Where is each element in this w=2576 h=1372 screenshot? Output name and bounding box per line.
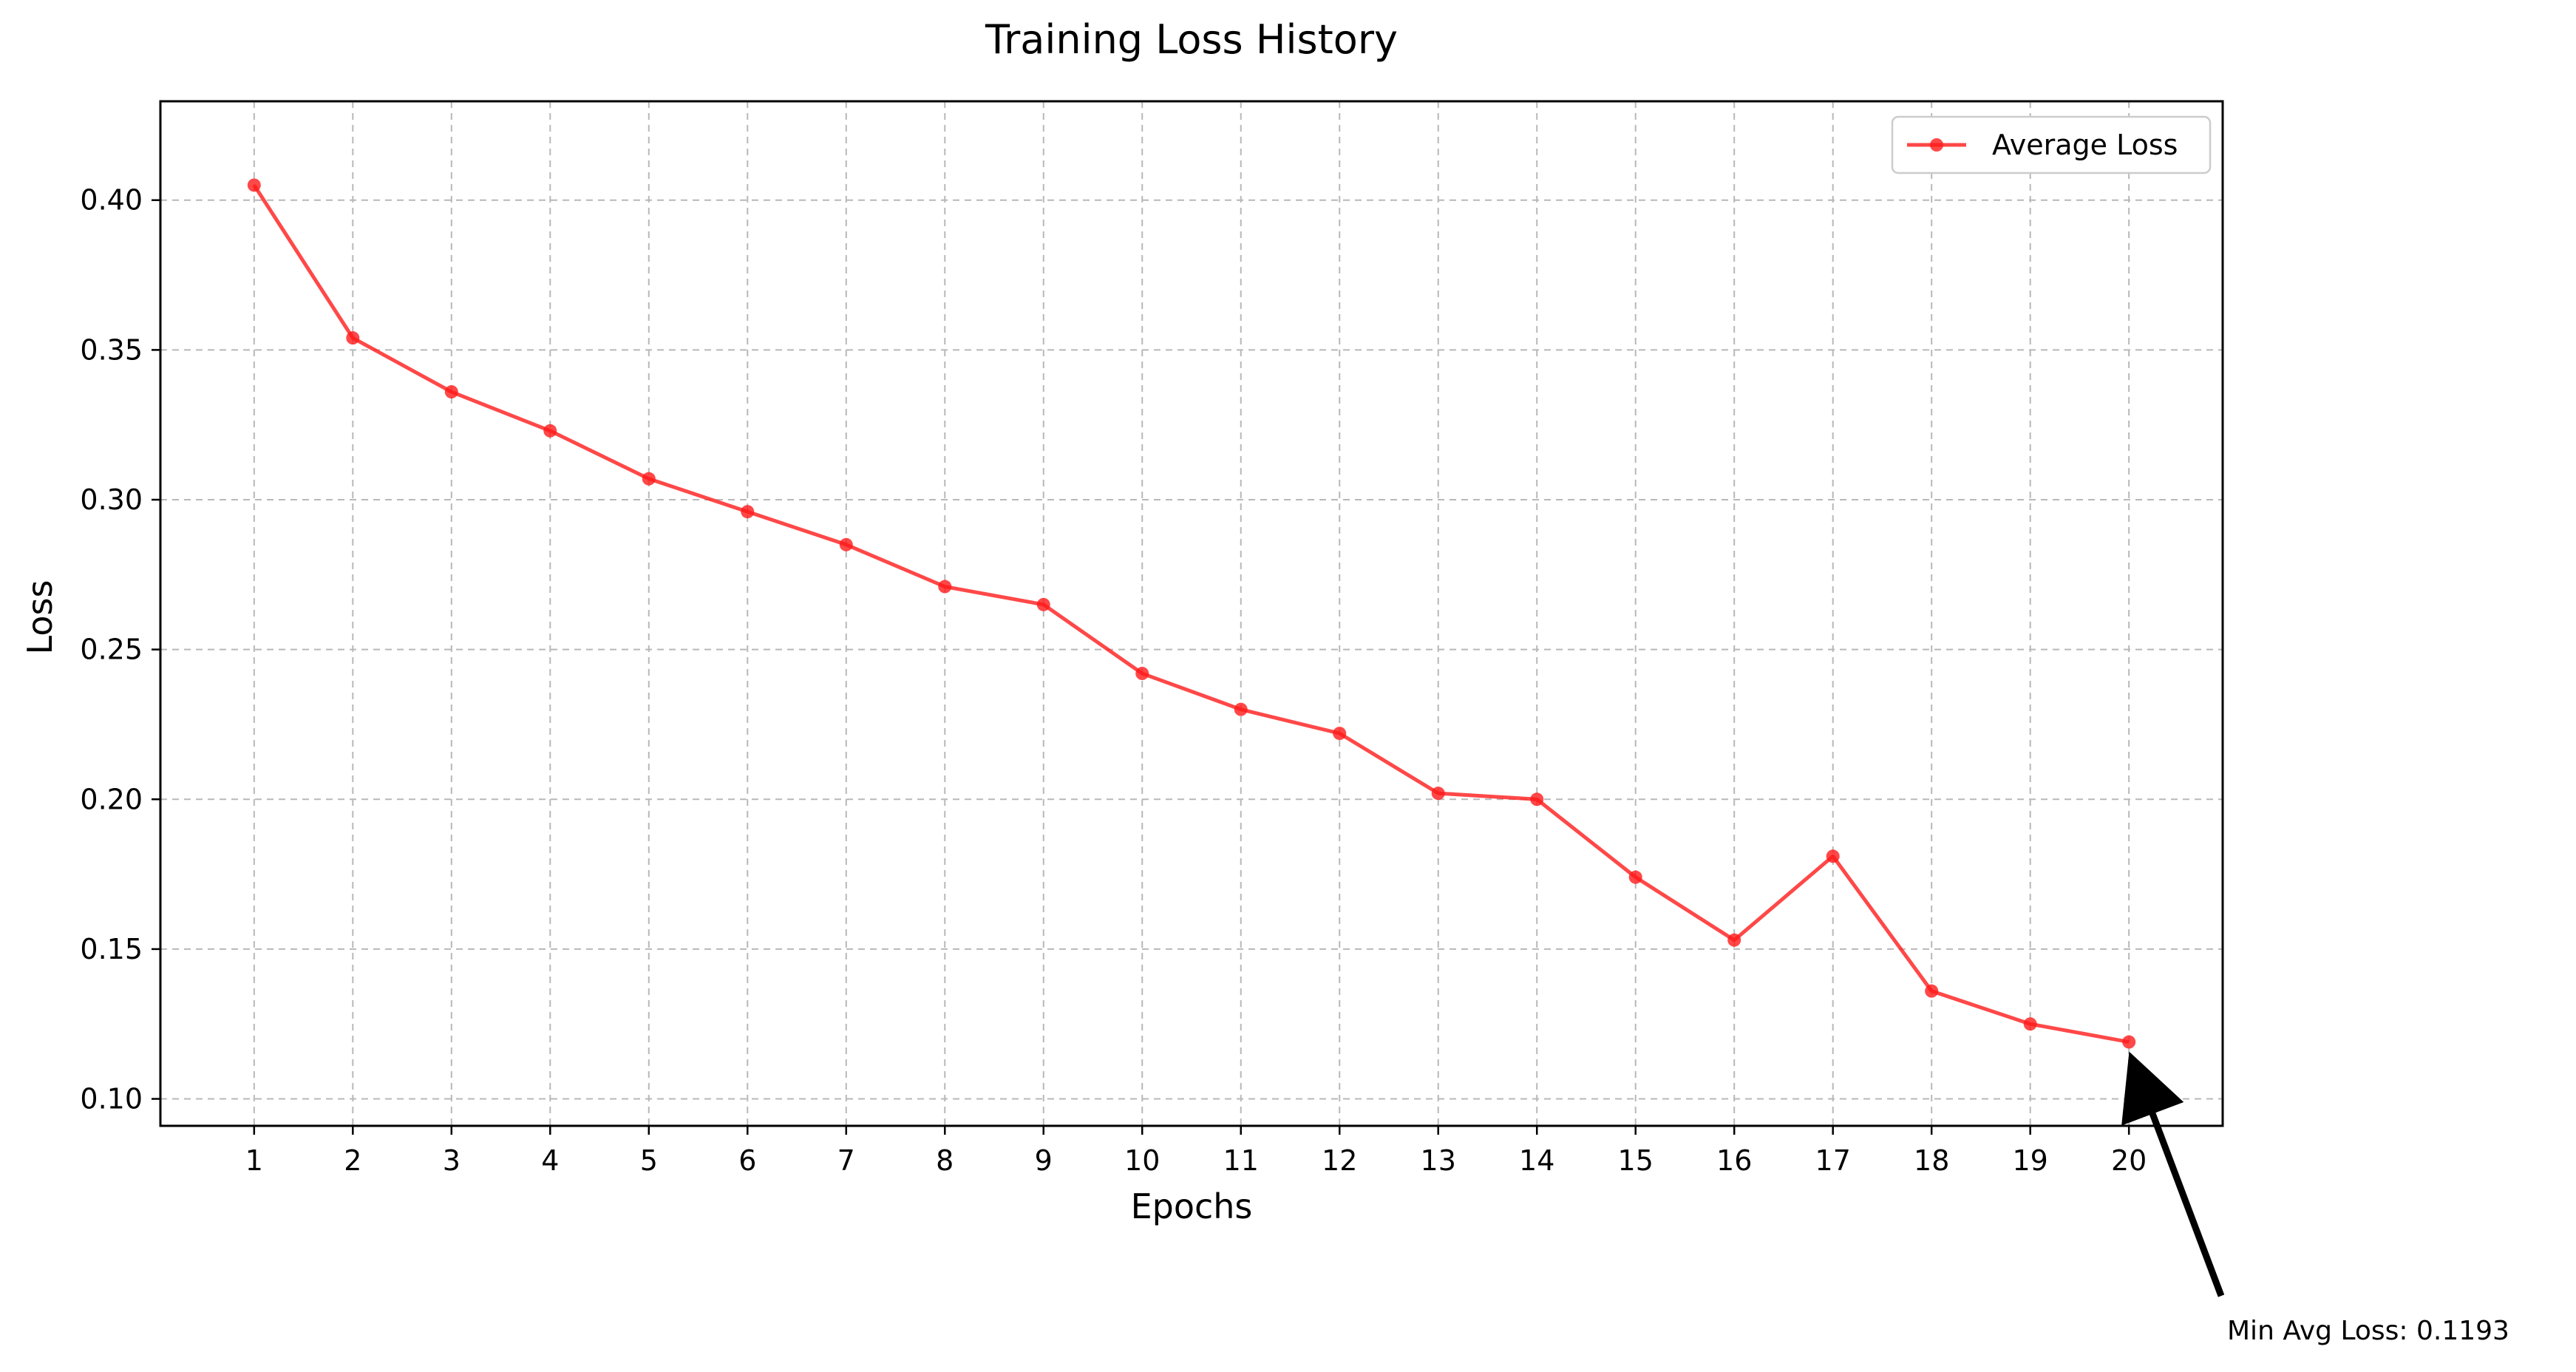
legend-label: Average Loss <box>1992 129 2178 161</box>
x-tick-label: 6 <box>738 1144 756 1177</box>
x-axis-title: Epochs <box>1131 1186 1253 1226</box>
data-point <box>1234 702 1248 716</box>
data-point <box>1925 984 1939 998</box>
x-tick-label: 12 <box>1322 1144 1357 1177</box>
y-tick-label: 0.35 <box>80 333 143 366</box>
x-tick-label: 5 <box>640 1144 658 1177</box>
annotation-text: Min Avg Loss: 0.1193 <box>2227 1316 2509 1346</box>
y-tick-label: 0.30 <box>80 483 143 516</box>
series-layer <box>247 178 2136 1049</box>
data-point <box>444 385 458 399</box>
x-tick-label: 4 <box>541 1144 559 1177</box>
x-tick-label: 3 <box>443 1144 461 1177</box>
x-tick-label: 20 <box>2111 1144 2147 1177</box>
x-tick-label: 10 <box>1124 1144 1160 1177</box>
x-tick-label: 16 <box>1716 1144 1752 1177</box>
data-point <box>1628 870 1642 884</box>
data-point <box>1530 792 1544 806</box>
y-tick-label: 0.10 <box>80 1083 143 1115</box>
data-point <box>1727 933 1741 947</box>
y-axis-title: Loss <box>20 580 60 655</box>
data-point <box>839 537 853 551</box>
data-point <box>1135 667 1149 681</box>
x-tick-label: 13 <box>1421 1144 1456 1177</box>
y-tick-label: 0.40 <box>80 184 143 217</box>
x-tick-label: 17 <box>1815 1144 1851 1177</box>
plot-area-frame <box>159 100 2224 1127</box>
annotation: Min Avg Loss: 0.1193 <box>2121 1051 2509 1346</box>
data-point <box>2122 1035 2136 1049</box>
x-tick-label: 9 <box>1035 1144 1053 1177</box>
annotation-arrow <box>2121 1051 2225 1297</box>
data-point <box>1826 849 1840 863</box>
data-point <box>1036 597 1050 611</box>
data-point <box>543 424 557 438</box>
x-tick-label: 18 <box>1914 1144 1949 1177</box>
legend-box <box>1891 115 2212 174</box>
x-tick-label: 14 <box>1519 1144 1554 1177</box>
data-point <box>247 178 261 192</box>
series-line <box>252 184 2130 1044</box>
grid <box>160 101 2223 1126</box>
data-point <box>642 472 656 486</box>
x-tick-label: 2 <box>344 1144 361 1177</box>
x-tick-label: 7 <box>837 1144 855 1177</box>
y-tick-label: 0.20 <box>80 783 143 815</box>
x-tick-label: 19 <box>2013 1144 2048 1177</box>
data-point <box>938 580 952 594</box>
axis-ticks: 1 2 3 4 5 6 7 8 9 10 11 12 13 14 15 16 17 18 19 200.100.150… <box>80 184 2147 1177</box>
chart-title: Training Loss History <box>985 16 1398 63</box>
x-tick-label: 11 <box>1223 1144 1259 1177</box>
data-point <box>1431 787 1445 801</box>
legend-marker-swatch <box>1930 138 1943 152</box>
legend: Average Loss <box>1891 115 2212 174</box>
x-tick-label: 15 <box>1618 1144 1654 1177</box>
y-tick-label: 0.25 <box>80 634 143 666</box>
data-point <box>346 331 360 345</box>
y-tick-label: 0.15 <box>80 933 143 965</box>
x-tick-label: 8 <box>936 1144 954 1177</box>
data-point <box>741 505 755 519</box>
data-point <box>2023 1017 2037 1031</box>
x-tick-label: 1 <box>245 1144 263 1177</box>
data-point <box>1333 727 1347 741</box>
